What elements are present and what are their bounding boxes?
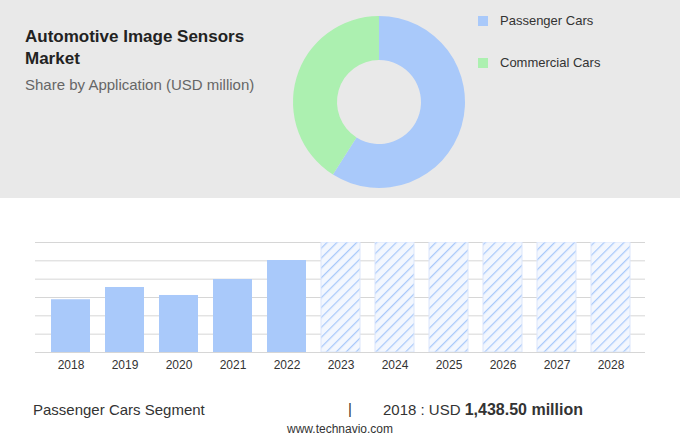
svg-text:2028: 2028 <box>598 358 625 372</box>
svg-text:2021: 2021 <box>220 358 247 372</box>
svg-text:2024: 2024 <box>382 358 409 372</box>
html-text:Commercial Cars: Commercial Cars <box>500 55 601 70</box>
html-text:www.technavio.com: www.technavio.com <box>287 422 393 436</box>
html-text:Share by Application (USD mill: Share by Application (USD million) <box>25 76 255 93</box>
svg-text:2019: 2019 <box>112 358 139 372</box>
svg-text:2025: 2025 <box>436 358 463 372</box>
svg-text:2027: 2027 <box>544 358 571 372</box>
html-text:2018 : USD 1,438.50 million: 2018 : USD 1,438.50 million <box>383 401 583 418</box>
svg-text:2018: 2018 <box>58 358 85 372</box>
svg-text:2023: 2023 <box>328 358 355 372</box>
svg-text:2020: 2020 <box>166 358 193 372</box>
html-text:Passenger Cars: Passenger Cars <box>500 13 594 28</box>
svg-text:2026: 2026 <box>490 358 517 372</box>
svg-text:2022: 2022 <box>274 358 301 372</box>
html-text:Passenger Cars Segment: Passenger Cars Segment <box>33 401 205 418</box>
html-text:Automotive Image Sensors Marke: Automotive Image Sensors Market <box>25 27 245 68</box>
